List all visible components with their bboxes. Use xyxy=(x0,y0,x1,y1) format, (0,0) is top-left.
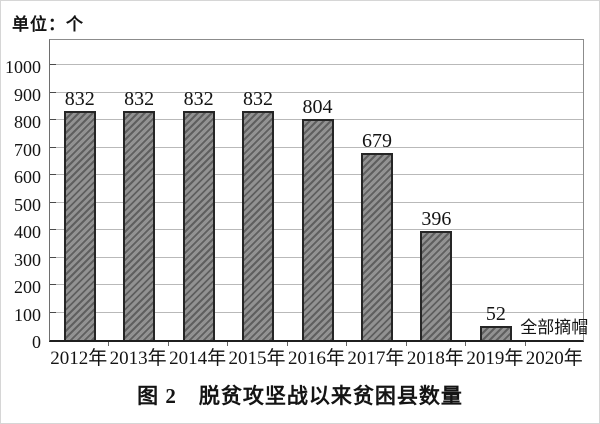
bar-2015年 xyxy=(242,111,275,340)
bar-value-label-2014年: 832 xyxy=(183,88,214,111)
plot-area: 832 832 832 832 804 679 396 52 全部摘帽 xyxy=(49,39,588,342)
y-tick-label-700: 700 xyxy=(14,139,41,160)
y-tick-label-200: 200 xyxy=(14,277,41,297)
x-tick-label-2016年: 2016年 xyxy=(287,348,345,369)
bar-value-label-2017年: 679 xyxy=(361,130,392,153)
x-tick-label-2018年: 2018年 xyxy=(406,348,464,369)
bar-2012年 xyxy=(63,111,96,340)
y-axis-tick-900 xyxy=(50,91,56,93)
y-axis-tick-300 xyxy=(50,256,56,258)
bar-2018年 xyxy=(420,231,453,340)
annotation-all-delisted: 全部摘帽 xyxy=(520,318,589,337)
y-tick-label-600: 600 xyxy=(14,167,41,187)
bar-value-label-2018年: 396 xyxy=(421,208,452,231)
y-axis-tick-700 xyxy=(50,146,56,148)
bar-value-label-2013年: 832 xyxy=(124,88,155,111)
y-axis-tick-100 xyxy=(50,311,56,313)
bar-2014年 xyxy=(182,111,215,340)
y-axis-tick-400 xyxy=(50,229,56,230)
bar-2013年 xyxy=(123,111,156,340)
y-axis-tick-600 xyxy=(50,174,56,175)
y-tick-label-900: 900 xyxy=(14,84,41,105)
x-axis-tick xyxy=(465,342,467,346)
bar-value-label-2019年: 52 xyxy=(485,302,506,325)
x-tick-label-2015年: 2015年 xyxy=(228,348,286,369)
figure-caption: 图 2 脱贫攻坚战以来贫困县数量 xyxy=(137,384,463,408)
y-tick-label-300: 300 xyxy=(14,249,41,270)
x-axis-tick xyxy=(167,342,169,346)
x-axis-tick xyxy=(524,342,526,346)
x-tick-label-2012年: 2012年 xyxy=(50,348,108,369)
gridline-1000 xyxy=(50,64,583,65)
y-tick-label-500: 500 xyxy=(14,194,41,215)
bar-value-label-2015年: 832 xyxy=(243,88,274,111)
x-tick-label-2014年: 2014年 xyxy=(169,348,227,369)
bar-value-label-2012年: 832 xyxy=(64,88,95,111)
bar-2016年 xyxy=(301,118,334,340)
y-axis-tick-1000 xyxy=(50,64,56,65)
gridline-900 xyxy=(50,91,583,93)
y-tick-label-1000: 1000 xyxy=(5,57,41,77)
y-axis-tick-200 xyxy=(50,284,56,285)
y-tick-label-0: 0 xyxy=(32,332,41,352)
bar-2019年 xyxy=(479,325,512,340)
y-axis-tick-500 xyxy=(50,201,56,203)
x-tick-label-2019年: 2019年 xyxy=(466,348,524,369)
x-axis-tick xyxy=(286,342,288,346)
y-tick-label-100: 100 xyxy=(14,304,41,325)
x-tick-label-2020年: 2020年 xyxy=(525,348,583,369)
y-tick-label-800: 800 xyxy=(14,112,41,132)
bar-value-label-2016年: 804 xyxy=(302,95,333,118)
bar-2017年 xyxy=(360,153,393,340)
x-axis-tick xyxy=(346,342,348,346)
y-tick-label-400: 400 xyxy=(14,222,41,242)
x-axis-tick xyxy=(405,342,407,346)
x-tick-label-2017年: 2017年 xyxy=(347,348,405,369)
x-tick-label-2013年: 2013年 xyxy=(109,348,167,369)
x-axis-tick xyxy=(227,342,229,346)
y-axis-tick-800 xyxy=(50,119,56,120)
x-axis-tick xyxy=(108,342,110,346)
unit-label: 单位：个 xyxy=(12,15,84,34)
